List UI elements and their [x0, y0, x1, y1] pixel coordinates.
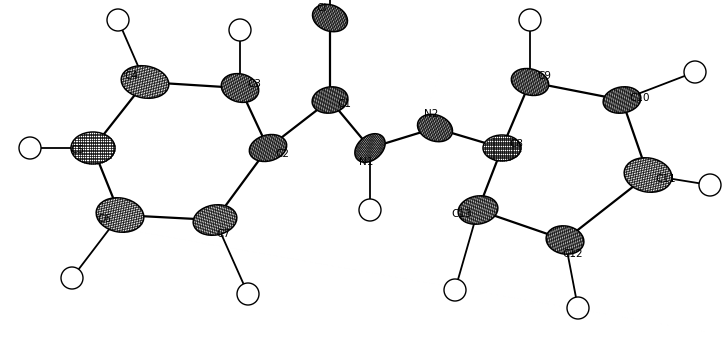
- Ellipse shape: [458, 196, 498, 224]
- Ellipse shape: [229, 19, 251, 41]
- Ellipse shape: [511, 68, 549, 95]
- Text: C13: C13: [452, 209, 473, 219]
- Ellipse shape: [61, 267, 83, 289]
- Ellipse shape: [107, 9, 129, 31]
- Text: C4: C4: [124, 71, 138, 81]
- Text: N1: N1: [359, 157, 373, 167]
- Ellipse shape: [567, 297, 589, 319]
- Text: C5: C5: [70, 145, 84, 155]
- Ellipse shape: [237, 283, 259, 305]
- Text: Cl: Cl: [317, 3, 327, 13]
- Ellipse shape: [699, 174, 721, 196]
- Ellipse shape: [624, 158, 672, 192]
- Ellipse shape: [312, 87, 348, 113]
- Ellipse shape: [96, 198, 144, 232]
- Ellipse shape: [193, 205, 237, 235]
- Text: C3: C3: [247, 79, 261, 89]
- Ellipse shape: [312, 4, 348, 32]
- Ellipse shape: [546, 226, 584, 254]
- Ellipse shape: [121, 66, 169, 98]
- Text: C6: C6: [97, 214, 111, 224]
- Ellipse shape: [684, 61, 706, 83]
- Text: C2: C2: [275, 149, 289, 159]
- Ellipse shape: [359, 199, 381, 221]
- Text: C10: C10: [629, 93, 650, 103]
- Text: C1: C1: [337, 99, 351, 109]
- Text: C7: C7: [216, 229, 230, 239]
- Ellipse shape: [519, 9, 541, 31]
- Ellipse shape: [19, 137, 41, 159]
- Ellipse shape: [417, 114, 452, 142]
- Ellipse shape: [483, 135, 521, 161]
- Ellipse shape: [71, 132, 115, 164]
- Text: C12: C12: [563, 249, 583, 259]
- Text: C11: C11: [656, 174, 677, 184]
- Text: C9: C9: [537, 71, 551, 81]
- Ellipse shape: [444, 279, 466, 301]
- Ellipse shape: [355, 134, 385, 162]
- Text: N2: N2: [424, 109, 439, 119]
- Ellipse shape: [221, 74, 258, 102]
- Ellipse shape: [249, 134, 287, 161]
- Text: C8: C8: [509, 139, 523, 149]
- Ellipse shape: [603, 87, 641, 113]
